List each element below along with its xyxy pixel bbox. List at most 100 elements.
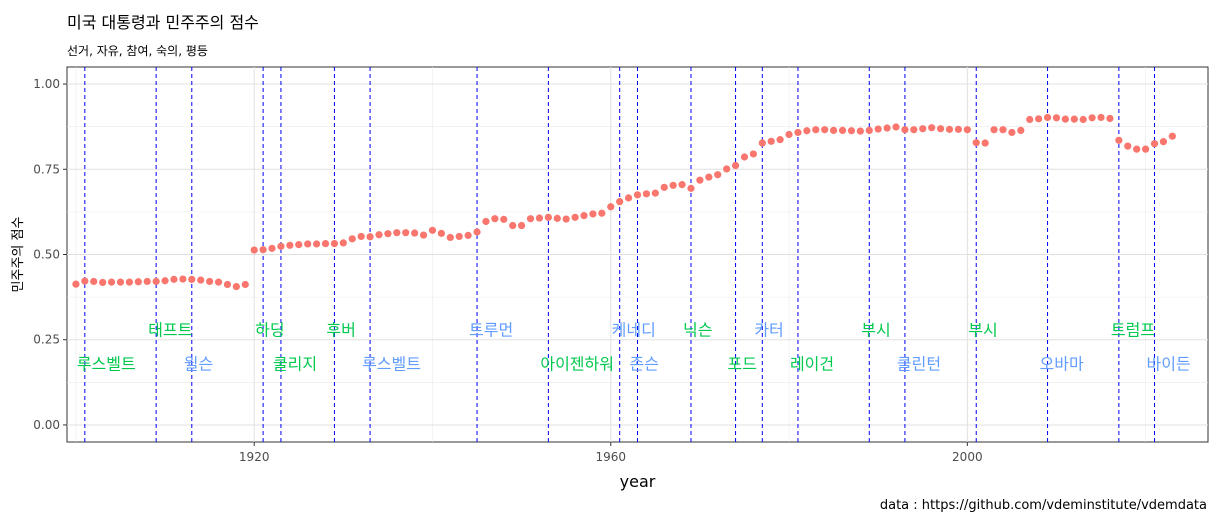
data-point [1124,142,1132,150]
president-label: 트루먼 [469,321,513,340]
data-point [767,137,775,145]
data-points [72,113,1176,291]
data-point [847,127,856,135]
data-point [642,190,651,198]
data-point [250,246,258,254]
president-label: 쿨리지 [273,355,317,374]
president-label: 케네디 [612,321,656,340]
axes: 0.00 0.25 0.50 0.75 1.00 1920 1960 2000 [33,77,982,464]
data-point [1017,126,1025,135]
data-point [411,229,419,237]
data-point [277,242,285,250]
data-point [81,277,89,285]
data-point [580,212,588,220]
y-axis-label: 민주주의 점수 [11,217,26,293]
data-point [179,275,187,283]
data-point [152,277,160,286]
x-tick-label: 1920 [239,450,270,464]
data-point [607,203,615,211]
data-point [1097,113,1105,122]
data-point [375,231,383,239]
data-point [731,161,740,170]
y-tick-label: 0.50 [33,248,60,262]
data-point [99,278,107,287]
president-label: 후버 [326,321,355,340]
data-point [72,280,80,288]
data-point [1061,115,1069,123]
data-point [1106,114,1114,123]
data-point [803,127,811,135]
data-point [384,230,392,238]
data-point [348,235,356,243]
data-point [304,240,312,248]
data-point [972,139,980,147]
data-point [624,194,633,202]
data-point [366,233,374,241]
data-point [197,276,205,284]
data-point [830,126,838,135]
data-point [562,215,570,223]
data-point [981,139,989,147]
data-point [821,126,829,134]
data-point [1088,114,1096,122]
y-tick-label: 0.75 [33,162,60,176]
data-point [1035,115,1043,123]
data-point [598,209,606,217]
data-point [714,171,722,179]
data-point [357,232,365,241]
data-point [856,127,864,135]
data-point [1008,128,1016,137]
data-point [963,126,971,134]
data-point [116,278,125,286]
data-point [919,125,927,133]
data-point [90,277,98,286]
data-point [758,139,766,147]
data-point [945,125,954,133]
data-point [500,215,508,223]
data-point [437,229,445,237]
president-label: 아이젠하워 [540,355,614,374]
president-label: 트럼프 [1111,321,1155,340]
data-point [1115,136,1123,144]
y-tick-label: 0.25 [33,333,60,347]
data-point [1133,145,1141,153]
data-point [1142,145,1150,153]
data-point [651,189,659,197]
data-point [696,176,704,184]
data-point [838,126,847,135]
president-label: 바이든 [1147,355,1191,374]
data-point [901,126,909,134]
president-label: 루스벨트 [362,355,421,374]
chart-title: 미국 대통령과 민주주의 점수 [67,13,259,32]
data-point [999,126,1007,134]
data-point [553,214,561,222]
data-point [259,246,267,254]
data-point [455,232,463,241]
data-point [1052,114,1061,122]
data-point [535,214,544,222]
data-point [393,229,401,237]
data-point [232,282,240,291]
data-point [669,181,677,189]
data-point [1150,140,1159,148]
data-point [1026,115,1034,124]
president-label: 포드 [728,355,757,374]
data-point [785,130,793,139]
data-point [223,280,232,289]
data-point [330,239,339,248]
data-point [1079,115,1087,124]
data-point [188,275,196,283]
data-point [143,277,151,286]
data-point [660,183,668,191]
data-point [286,241,294,249]
data-source-caption: data : https://github.com/vdeminstitute/… [879,498,1207,513]
data-point [812,126,820,134]
data-point [107,278,116,286]
y-tick-label: 1.00 [33,77,60,91]
data-point [134,278,142,286]
data-point [491,215,499,223]
data-point [214,278,223,286]
data-point [749,150,757,158]
